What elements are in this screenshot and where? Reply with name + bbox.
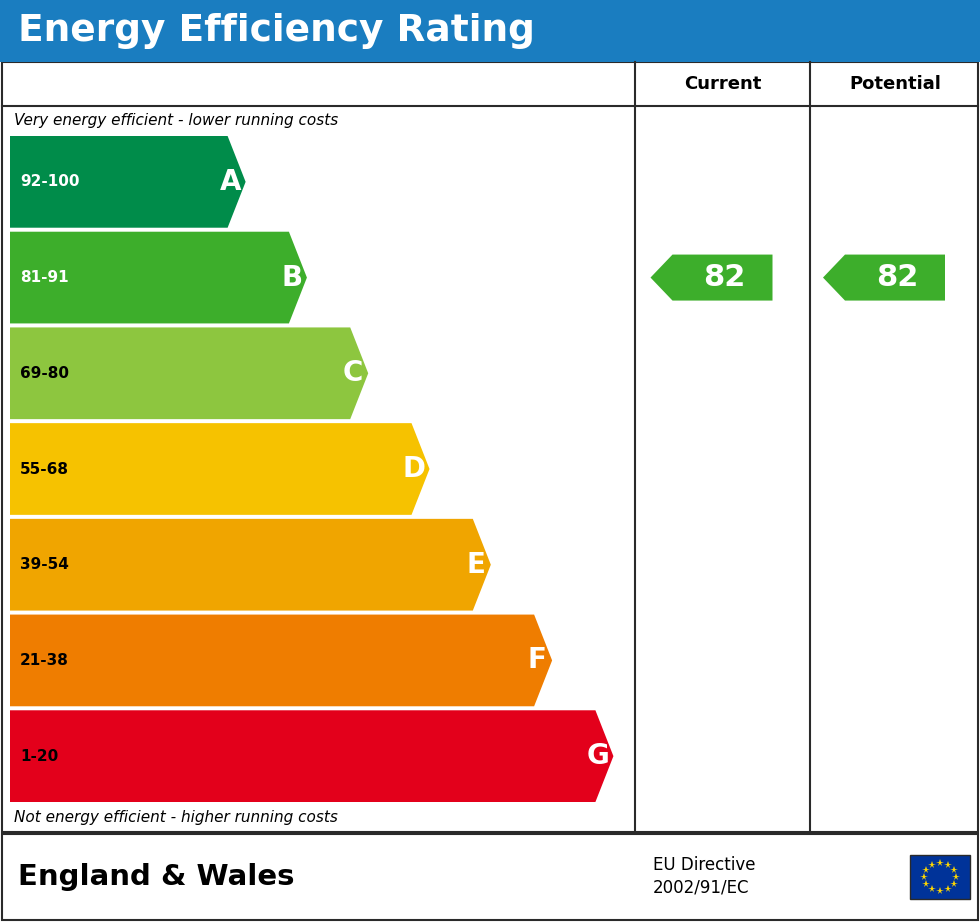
Bar: [0, 0, 980, 62]
Bar: [2, 834, 978, 920]
Text: E: E: [466, 550, 485, 579]
Polygon shape: [651, 254, 772, 301]
Text: 81-91: 81-91: [20, 270, 69, 285]
Polygon shape: [10, 519, 491, 610]
Text: B: B: [281, 264, 302, 291]
Bar: [910, 855, 970, 899]
Text: F: F: [527, 646, 546, 674]
Bar: [2, 62, 978, 832]
Text: 2002/91/EC: 2002/91/EC: [653, 878, 750, 896]
Text: C: C: [343, 360, 364, 387]
Text: 1-20: 1-20: [20, 749, 58, 763]
Text: 92-100: 92-100: [20, 174, 79, 189]
Text: 21-38: 21-38: [20, 653, 69, 668]
Text: A: A: [220, 168, 241, 195]
Polygon shape: [10, 327, 368, 420]
Text: 69-80: 69-80: [20, 366, 69, 381]
Text: Energy Efficiency Rating: Energy Efficiency Rating: [18, 13, 535, 49]
Text: EU Directive: EU Directive: [653, 856, 756, 874]
Text: Not energy efficient - higher running costs: Not energy efficient - higher running co…: [14, 810, 338, 824]
Text: 82: 82: [876, 263, 918, 292]
Text: D: D: [403, 455, 425, 483]
Polygon shape: [10, 615, 552, 706]
Text: Potential: Potential: [849, 75, 941, 93]
Polygon shape: [10, 710, 613, 802]
Text: 39-54: 39-54: [20, 557, 69, 573]
Text: G: G: [587, 742, 610, 770]
Text: England & Wales: England & Wales: [18, 863, 295, 891]
Text: 55-68: 55-68: [20, 462, 69, 477]
Text: Very energy efficient - lower running costs: Very energy efficient - lower running co…: [14, 113, 338, 128]
Polygon shape: [10, 423, 429, 514]
Polygon shape: [10, 231, 307, 324]
Text: Current: Current: [684, 75, 761, 93]
Polygon shape: [10, 136, 246, 228]
Text: 82: 82: [704, 263, 746, 292]
Polygon shape: [823, 254, 945, 301]
